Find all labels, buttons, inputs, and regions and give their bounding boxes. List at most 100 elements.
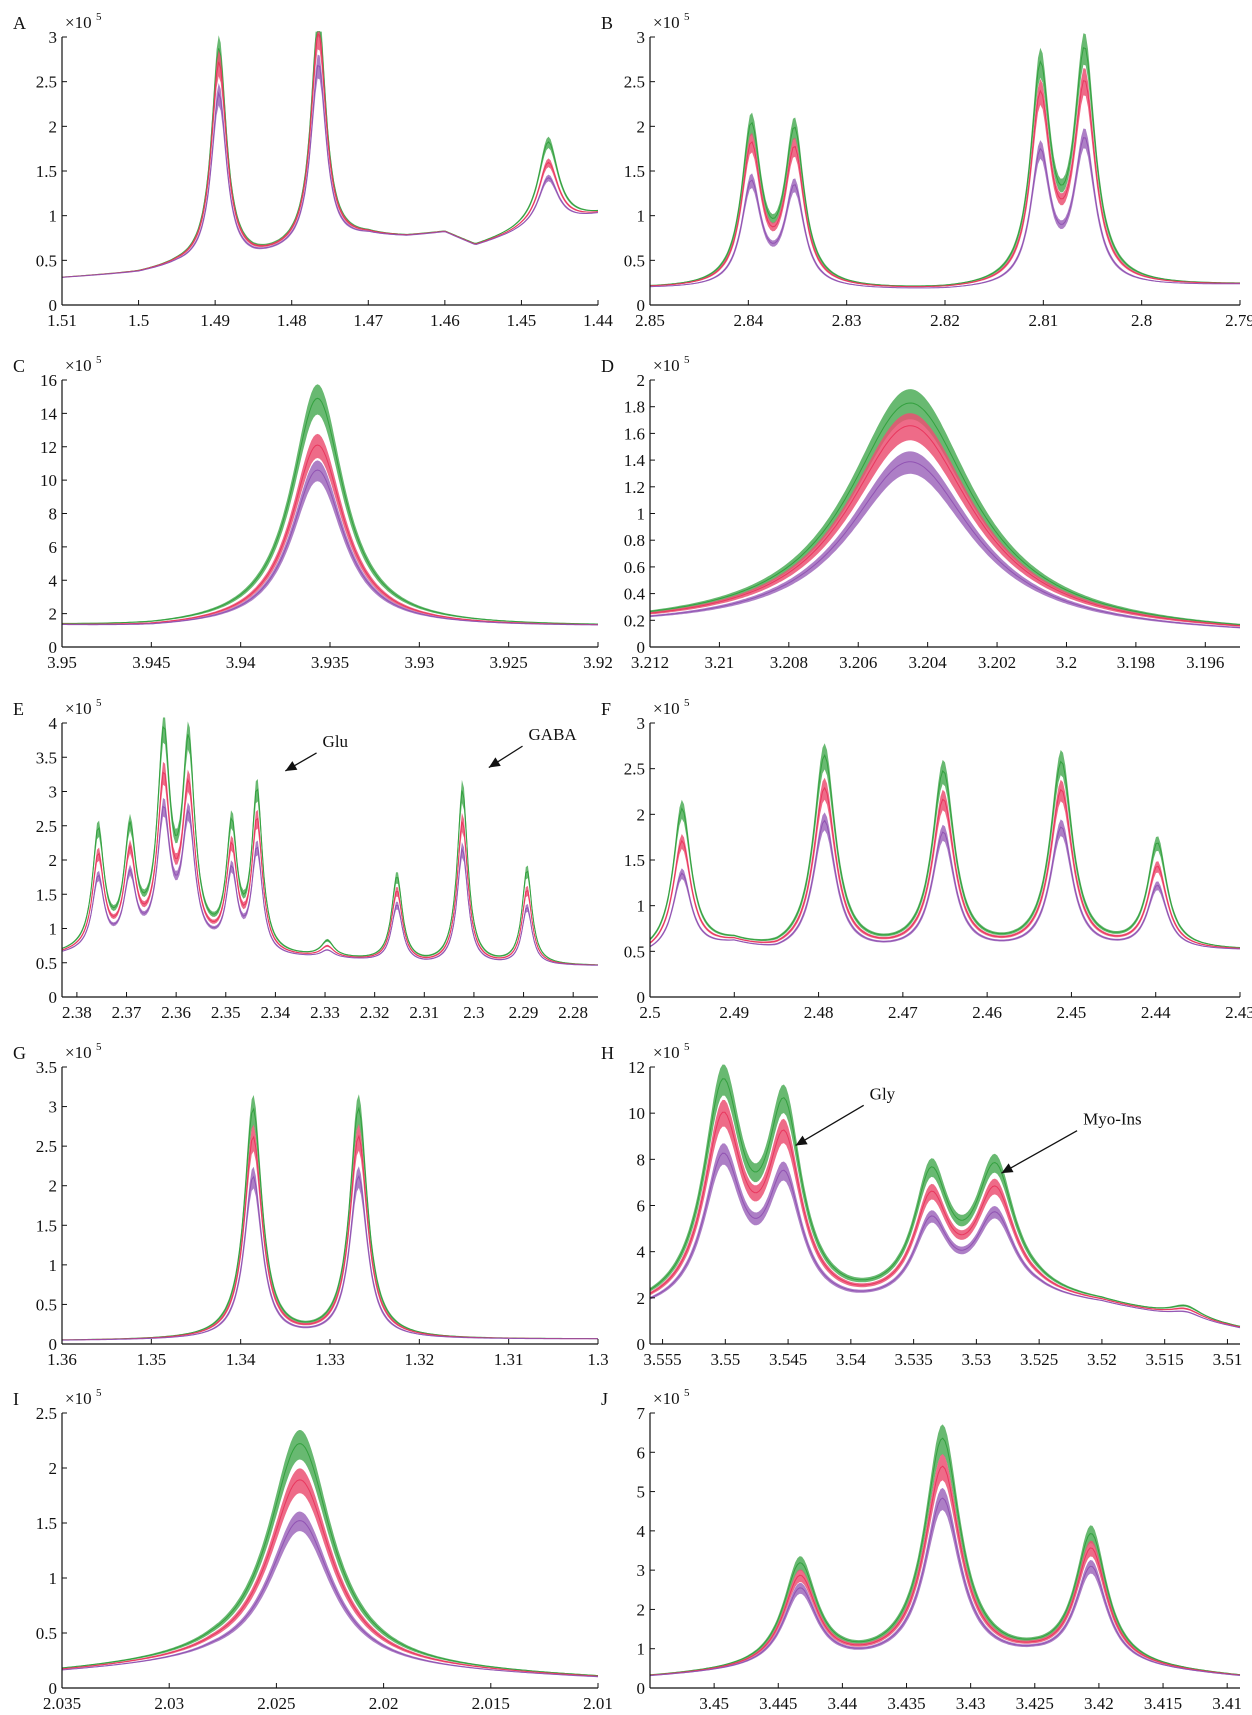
panel-letter: J [601, 1389, 608, 1409]
y-tick-label: 2 [637, 117, 646, 136]
y-tick-label: 1 [637, 505, 646, 524]
x-tick-label: 2.79 [1225, 311, 1252, 330]
y-tick-label: 4 [637, 1522, 646, 1541]
x-tick-label: 3.45 [699, 1694, 729, 1713]
y-tick-label: 1 [637, 897, 646, 916]
panel-j: 0 1 2 3 4 5 6 7 3.45 3.445 3.44 3.435 3.43 3.425 3.42 3… [601, 1387, 1242, 1713]
y-tick-label: 3 [49, 1098, 58, 1117]
panel-letter: B [601, 13, 613, 33]
x-tick-label: 1.47 [353, 311, 383, 330]
y-tick-label: 10 [628, 1104, 645, 1123]
exponent-power: 5 [684, 354, 690, 366]
annotation-arrow [1001, 1130, 1078, 1174]
band-red [62, 433, 598, 625]
x-tick-label: 3.41 [1212, 1694, 1242, 1713]
y-tick-label: 2 [49, 605, 58, 624]
exponent-power: 5 [684, 1041, 690, 1053]
panel-i: 0 0.5 1 1.5 2 2.5 2.035 2.03 2.025 2.02 2.015 2.01 I… [13, 1387, 613, 1713]
y-tick-label: 2 [49, 851, 58, 870]
y-tick-label: 4 [49, 714, 58, 733]
y-tick-label: 0 [637, 296, 646, 315]
y-tick-label: 3 [49, 783, 58, 802]
band-purple [650, 451, 1240, 629]
exponent-power: 5 [684, 11, 690, 23]
panel-h: 0 2 4 6 8 10 12 3.555 3.55 3.545 3.54 3.535 3.53 3.52… [601, 1041, 1242, 1369]
y-tick-label: 3 [637, 28, 646, 47]
exponent-power: 5 [96, 11, 102, 23]
x-tick-label: 3.445 [759, 1694, 797, 1713]
y-tick-label: 0 [637, 1679, 646, 1698]
x-tick-label: 2.29 [509, 1003, 539, 1022]
x-tick-label: 1.36 [47, 1350, 77, 1369]
x-tick-label: 3.2 [1056, 653, 1077, 672]
band-purple [62, 1166, 598, 1341]
x-tick-label: 2.37 [112, 1003, 142, 1022]
exponent-power: 5 [96, 354, 102, 366]
y-tick-label: 2 [637, 805, 646, 824]
series-line-red [61, 1479, 599, 1677]
exponent-label: ×10 [65, 356, 92, 375]
series-line-green [62, 1106, 598, 1341]
panel-letter: A [13, 13, 26, 33]
exponent-power: 5 [684, 697, 690, 709]
series-line-red [61, 771, 598, 966]
annotation-arrow [795, 1104, 865, 1147]
y-tick-label: 2.5 [36, 817, 57, 836]
y-tick-label: 0 [49, 638, 58, 657]
exponent-label: ×10 [65, 699, 92, 718]
x-tick-label: 3.196 [1186, 653, 1224, 672]
y-tick-label: 0 [637, 1335, 646, 1354]
x-tick-label: 2.82 [930, 311, 960, 330]
panel-a: 0 0.5 1 1.5 2 2.5 3 1.51 1.5 1.49 1.48 1.47 1.46 1.45… [13, 11, 613, 330]
y-tick-label: 1 [637, 207, 646, 226]
panel-d: 0 0.2 0.4 0.6 0.8 1 1.2 1.4 1.6 1.8 2 3.212 3.21 3.20… [601, 354, 1241, 672]
x-tick-label: 3.425 [1016, 1694, 1054, 1713]
y-tick-label: 12 [40, 438, 57, 457]
x-tick-label: 3.545 [769, 1350, 807, 1369]
y-tick-label: 1 [49, 1569, 58, 1588]
series-line-red [649, 786, 1241, 949]
panel-f: 0 0.5 1 1.5 2 2.5 3 2.5 2.49 2.48 2.47 2.46 2.45 2.44… [601, 697, 1252, 1022]
x-tick-label: 2.45 [1057, 1003, 1087, 1022]
x-tick-label: 2.32 [360, 1003, 390, 1022]
exponent-power: 5 [96, 1041, 102, 1053]
y-tick-label: 2.5 [36, 1137, 57, 1156]
x-tick-label: 2.49 [719, 1003, 749, 1022]
y-tick-label: 2 [49, 117, 58, 136]
annotation-label: GABA [529, 725, 578, 744]
series-line-purple [649, 1152, 1241, 1329]
x-tick-label: 2.035 [43, 1694, 81, 1713]
panel-g: 00.511.522.533.51.36 1.35 1.34 1.33 1.32 1.31… [13, 1041, 609, 1369]
series-line-purple [649, 137, 1240, 289]
x-tick-label: 2.5 [639, 1003, 660, 1022]
y-tick-label: 1.5 [36, 1514, 57, 1533]
x-tick-label: 3.42 [1084, 1694, 1114, 1713]
x-tick-label: 2.01 [583, 1694, 613, 1713]
x-tick-label: 2.3 [463, 1003, 484, 1022]
annotation-arrowhead [488, 757, 501, 768]
series-line-green [649, 402, 1241, 626]
y-tick-label: 0 [49, 988, 58, 1007]
series-line-red [649, 1465, 1241, 1676]
x-tick-label: 2.03 [154, 1694, 184, 1713]
y-tick-label: 1.5 [36, 162, 57, 181]
x-tick-label: 3.925 [490, 653, 528, 672]
panel-e: 00.511.522.533.542.38 2.37 2.36 2.35 2.34 2.3… [13, 697, 599, 1022]
x-tick-label: 3.212 [631, 653, 669, 672]
exponent-label: ×10 [653, 699, 680, 718]
x-tick-label: 3.202 [978, 653, 1016, 672]
x-tick-label: 1.32 [404, 1350, 434, 1369]
x-tick-label: 1.51 [47, 311, 77, 330]
annotation-label: Gly [870, 1084, 896, 1103]
x-tick-label: 1.31 [494, 1350, 524, 1369]
y-tick-label: 4 [637, 1243, 646, 1262]
y-tick-label: 1 [637, 1640, 646, 1659]
exponent-label: ×10 [65, 1389, 92, 1408]
annotation-label: Myo-Ins [1083, 1110, 1142, 1129]
x-tick-label: 2.47 [888, 1003, 918, 1022]
x-tick-label: 2.02 [369, 1694, 399, 1713]
band-red [650, 1454, 1240, 1676]
y-tick-label: 5 [637, 1483, 646, 1502]
annotation-label: Glu [323, 732, 349, 751]
y-tick-label: 1.5 [36, 885, 57, 904]
